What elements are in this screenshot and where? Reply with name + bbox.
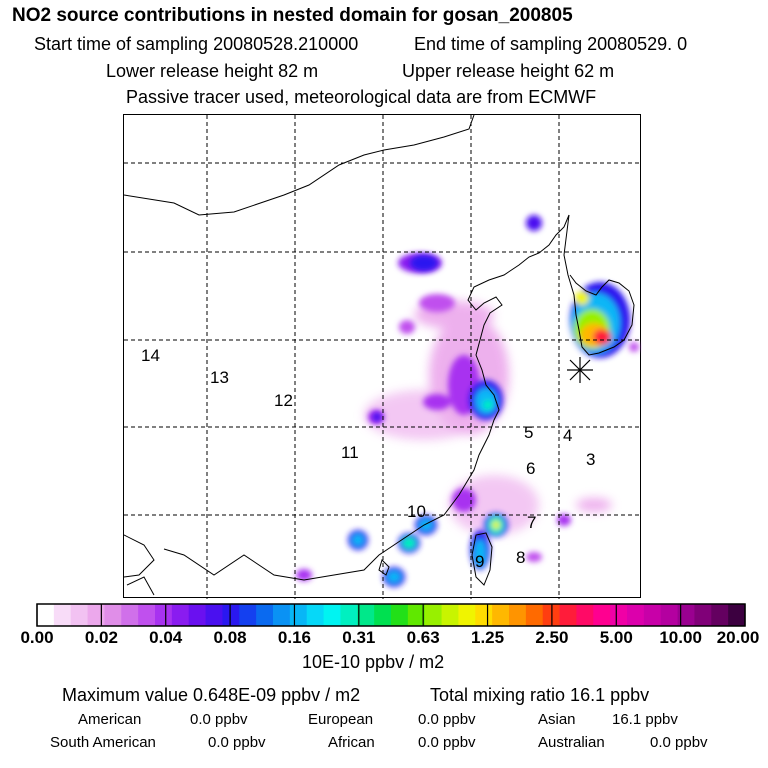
colorbar-swatch bbox=[407, 604, 426, 626]
colorbar-swatch bbox=[492, 604, 510, 626]
region-label-14: 14 bbox=[141, 346, 160, 365]
total-mixing-ratio: Total mixing ratio 16.1 ppbv bbox=[430, 685, 650, 705]
colorbar-swatch bbox=[340, 604, 358, 626]
colorbar-swatch bbox=[610, 604, 628, 626]
contrib-name: Australian bbox=[538, 734, 605, 751]
colorbar-tick-label: 0.08 bbox=[213, 628, 247, 647]
colorbar-swatch bbox=[138, 604, 156, 626]
colorbar-tick-label: 20.00 bbox=[716, 628, 760, 647]
colorbar-tick-label: 0.04 bbox=[149, 628, 183, 647]
colorbar-swatch bbox=[627, 604, 645, 626]
colorbar-swatch bbox=[104, 604, 122, 626]
region-label-5: 5 bbox=[524, 423, 534, 442]
chart-title: NO2 source contributions in nested domai… bbox=[12, 5, 573, 26]
coastlines bbox=[124, 115, 635, 596]
contrib-name: Asian bbox=[538, 711, 576, 728]
colorbar-swatch bbox=[87, 604, 105, 626]
colorbar-swatch bbox=[424, 604, 443, 626]
map-panel bbox=[123, 114, 642, 599]
colorbar-swatch bbox=[593, 604, 611, 626]
contrib-name: European bbox=[308, 711, 374, 728]
colorbar-swatch bbox=[525, 604, 544, 626]
region-label-3: 3 bbox=[586, 450, 596, 469]
region-label-6: 6 bbox=[526, 459, 536, 478]
colorbar-swatch bbox=[273, 604, 291, 626]
contrib-name: South American bbox=[50, 734, 156, 751]
contrib-name: American bbox=[78, 711, 142, 728]
colorbar-swatch bbox=[53, 604, 72, 626]
receptor-marker bbox=[567, 357, 593, 383]
colorbar-swatch bbox=[643, 604, 662, 626]
sampling-end: End time of sampling 20080529. 0 bbox=[414, 34, 688, 54]
sampling-start: Start time of sampling 20080528.210000 bbox=[34, 34, 359, 54]
colorbar-swatch bbox=[711, 604, 729, 626]
colorbar-swatch bbox=[441, 604, 459, 626]
colorbar-swatch bbox=[660, 604, 679, 626]
colorbar-swatch bbox=[694, 604, 712, 626]
colorbar-tick-label: 2.50 bbox=[535, 628, 569, 647]
colorbar-swatch bbox=[171, 604, 190, 626]
colorbar-swatch bbox=[509, 604, 527, 626]
colorbar-frame bbox=[36, 603, 746, 627]
contrib-value: 0.0 ppbv bbox=[190, 711, 248, 728]
colorbar-swatch bbox=[222, 604, 240, 626]
colorbar-swatch bbox=[374, 604, 392, 626]
colorbar-tick-label: 1.25 bbox=[470, 628, 505, 647]
colorbar-tick-label: 5.00 bbox=[599, 628, 633, 647]
colorbar-swatch bbox=[306, 604, 325, 626]
colorbar-swatch bbox=[239, 604, 257, 626]
region-label-7: 7 bbox=[527, 513, 537, 532]
contrib-value: 0.0 ppbv bbox=[418, 711, 476, 728]
contrib-value: 0.0 ppbv bbox=[208, 734, 266, 751]
colorbar-swatch bbox=[121, 604, 139, 626]
upper-release-height: Upper release height 62 m bbox=[402, 61, 615, 81]
colorbar-swatch bbox=[391, 604, 409, 626]
region-label-9: 9 bbox=[475, 552, 485, 571]
colorbar-swatch bbox=[70, 604, 89, 626]
maximum-value: Maximum value 0.648E-09 ppbv / m2 bbox=[62, 685, 361, 705]
colorbar-swatch bbox=[256, 604, 274, 626]
lat-lon-grid bbox=[124, 115, 642, 599]
colorbar-swatch bbox=[559, 604, 577, 626]
concentration-field bbox=[296, 215, 639, 587]
lower-release-height: Lower release height 82 m bbox=[106, 61, 319, 81]
contrib-value: 0.0 ppbv bbox=[650, 734, 708, 751]
region-label-13: 13 bbox=[210, 368, 229, 387]
contrib-name: African bbox=[328, 734, 375, 751]
colorbar-swatch bbox=[357, 604, 375, 626]
colorbar-tick-label: 0.63 bbox=[406, 628, 440, 647]
colorbar-tick-label: 0.31 bbox=[342, 628, 376, 647]
colorbar-units: 10E-10 ppbv / m2 bbox=[302, 652, 445, 672]
colorbar-tick-label: 0.00 bbox=[20, 628, 54, 647]
colorbar-swatch bbox=[37, 604, 55, 626]
colorbar-swatch bbox=[155, 604, 173, 626]
contrib-value: 16.1 ppbv bbox=[612, 711, 678, 728]
colorbar-swatch bbox=[458, 604, 476, 626]
colorbar-swatch bbox=[728, 604, 746, 626]
region-label-10: 10 bbox=[407, 502, 426, 521]
map-canvas bbox=[124, 115, 642, 599]
contrib-value: 0.0 ppbv bbox=[418, 734, 476, 751]
colorbar-tick-label: 0.02 bbox=[84, 628, 118, 647]
colorbar-swatch bbox=[323, 604, 341, 626]
colorbar-tick-label: 0.16 bbox=[277, 628, 311, 647]
region-label-12: 12 bbox=[274, 391, 293, 410]
colorbar-tick-label: 10.00 bbox=[659, 628, 702, 647]
colorbar-swatch bbox=[475, 604, 493, 626]
colorbar-swatch bbox=[677, 604, 695, 626]
colorbar-swatch bbox=[205, 604, 223, 626]
region-label-8: 8 bbox=[516, 548, 526, 567]
colorbar-swatch bbox=[542, 604, 561, 626]
region-label-11: 11 bbox=[341, 443, 359, 462]
colorbar-swatch bbox=[188, 604, 207, 626]
colorbar-swatch bbox=[289, 604, 308, 626]
tracer-note: Passive tracer used, meteorological data… bbox=[126, 87, 597, 107]
region-label-4: 4 bbox=[563, 426, 573, 445]
colorbar-swatch bbox=[576, 604, 594, 626]
